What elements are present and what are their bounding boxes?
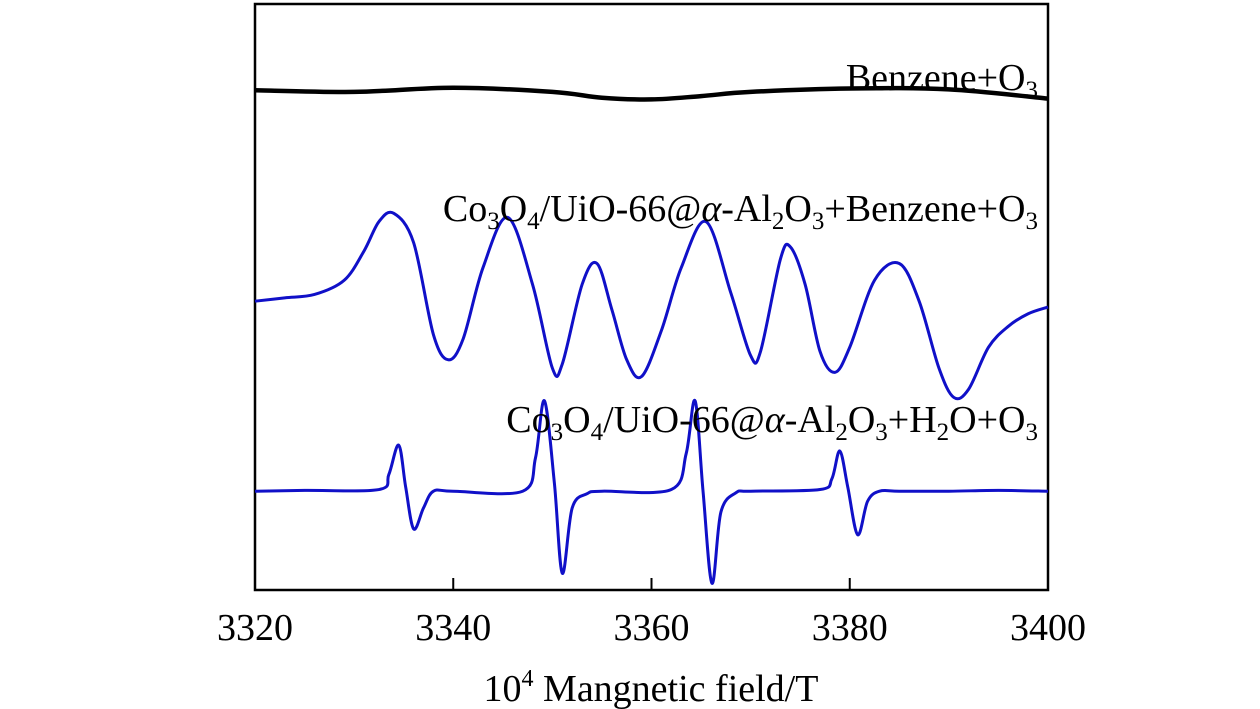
series-line-2 — [254, 210, 1049, 401]
series-label-3: Co3O4/UiO-66@α-Al2O3+H2O+O3 — [506, 399, 1038, 446]
x-tick-label: 3360 — [614, 607, 690, 649]
series-label-2: Co3O4/UiO-66@α-Al2O3+Benzene+O3 — [443, 188, 1038, 235]
series-labels: Benzene+O3 Co3O4/UiO-66@α-Al2O3+Benzene+O… — [443, 57, 1038, 446]
x-tick-label: 3340 — [415, 607, 491, 649]
x-tick-label: 3400 — [1010, 607, 1086, 649]
series-label-1: Benzene+O3 — [846, 57, 1038, 104]
series-line-1 — [254, 85, 1049, 102]
series-lines — [254, 85, 1049, 585]
x-ticks: 3320 3340 3360 3380 3400 — [217, 578, 1086, 649]
series-line-3 — [254, 398, 1049, 585]
x-tick-label: 3320 — [217, 607, 293, 649]
x-tick-label: 3380 — [812, 607, 888, 649]
x-axis-label: 104 Mangnetic field/T — [484, 666, 819, 709]
